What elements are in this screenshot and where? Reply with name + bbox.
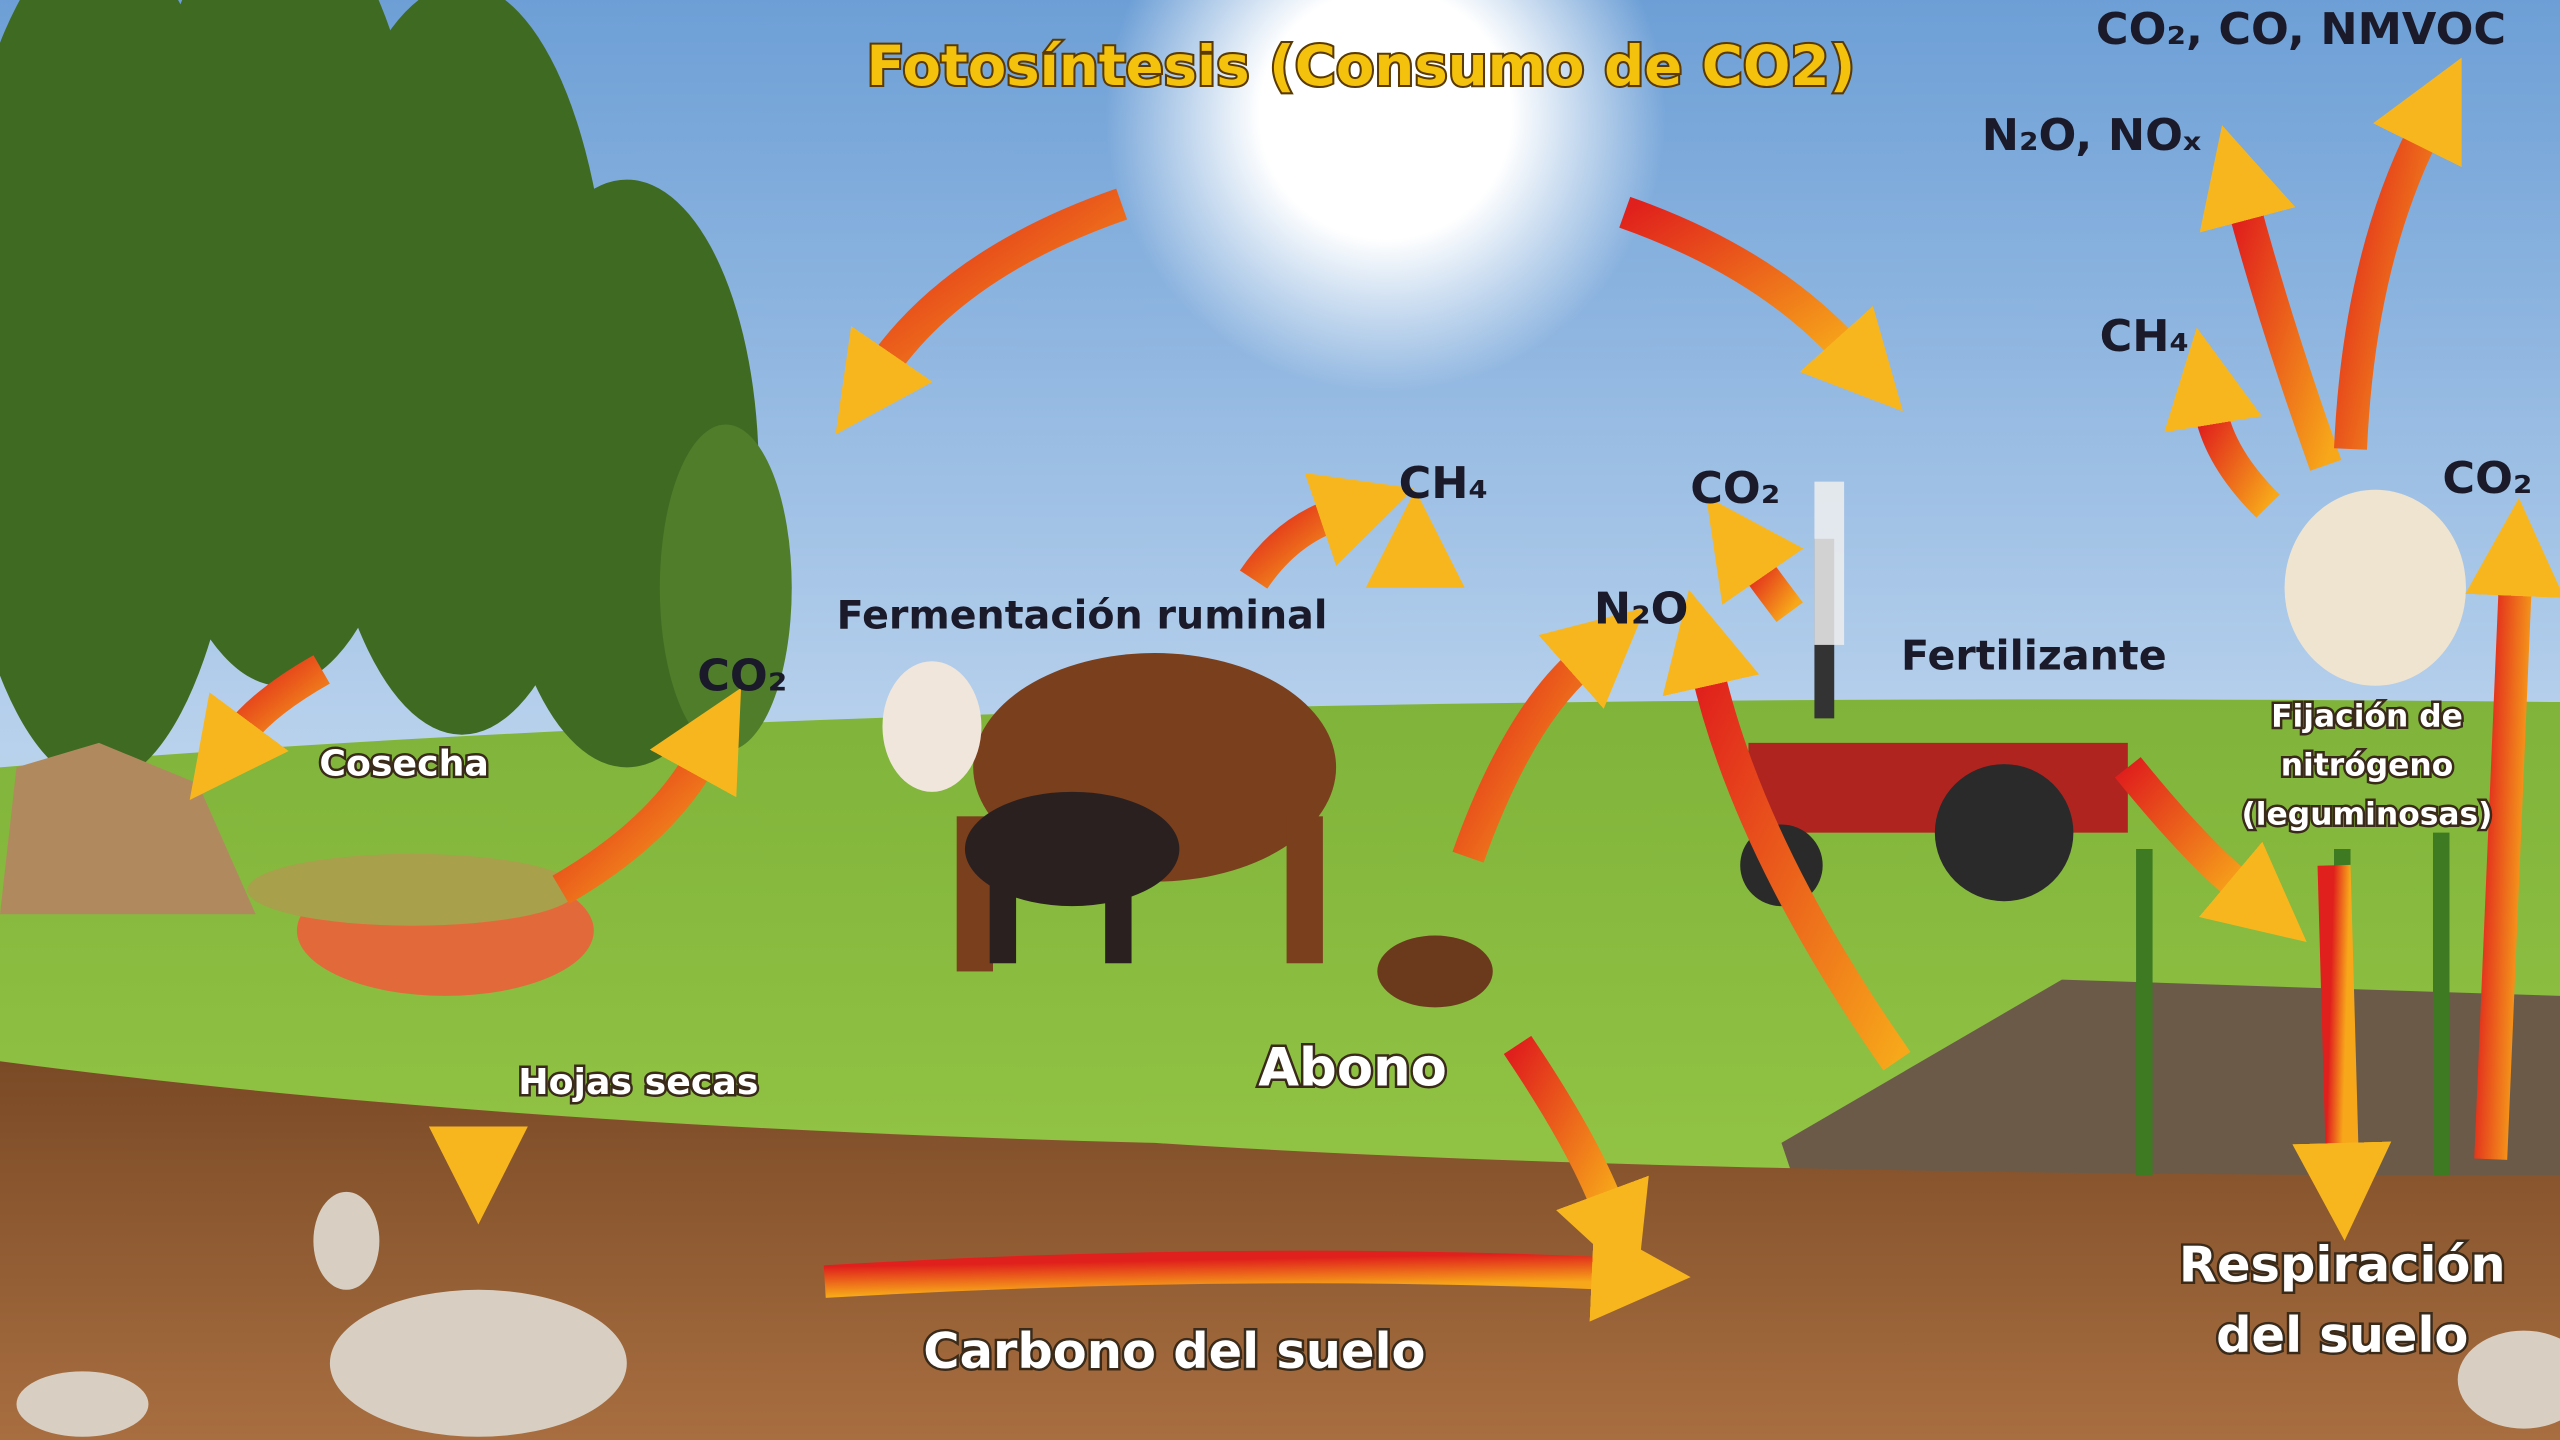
gas-label: N₂O bbox=[1594, 584, 1689, 635]
label: Fermentación ruminal bbox=[837, 593, 1328, 639]
label: Fertilizante bbox=[1901, 632, 2167, 680]
gas-label: CO₂, CO, NMVOC bbox=[2096, 4, 2506, 55]
exhaust bbox=[1814, 481, 1845, 645]
gas-label: CH₄ bbox=[2100, 311, 2189, 362]
arrows bbox=[189, 57, 2560, 1322]
smoke bbox=[2284, 489, 2466, 686]
tractor bbox=[1740, 538, 2128, 907]
label: Respiración bbox=[2179, 1236, 2506, 1294]
label: Fijación de bbox=[2271, 699, 2463, 735]
leaves bbox=[247, 853, 594, 996]
label: Carbono del suelo bbox=[923, 1322, 1425, 1380]
stones bbox=[16, 1191, 2560, 1437]
label: Abono bbox=[1258, 1038, 1447, 1099]
label: Cosecha bbox=[319, 742, 489, 785]
title: Fotosíntesis (Consumo de CO2) bbox=[866, 34, 1855, 99]
gas-label: CH₄ bbox=[1399, 458, 1488, 509]
label: del suelo bbox=[2216, 1306, 2468, 1364]
trees bbox=[0, 0, 792, 784]
gas-label: CO₂ bbox=[1690, 463, 1780, 514]
gas-label: CO₂ bbox=[2442, 453, 2532, 504]
label: Hojas secas bbox=[518, 1060, 758, 1103]
gas-label: CO₂ bbox=[697, 651, 787, 702]
calf bbox=[964, 791, 1180, 964]
label: nitrógeno bbox=[2281, 748, 2454, 784]
label: (leguminosas) bbox=[2241, 797, 2492, 833]
sun bbox=[1105, 0, 1666, 392]
manure bbox=[1377, 935, 1493, 1008]
gas-label: N₂O, NOₓ bbox=[1982, 110, 2202, 161]
soil bbox=[0, 1061, 2560, 1440]
